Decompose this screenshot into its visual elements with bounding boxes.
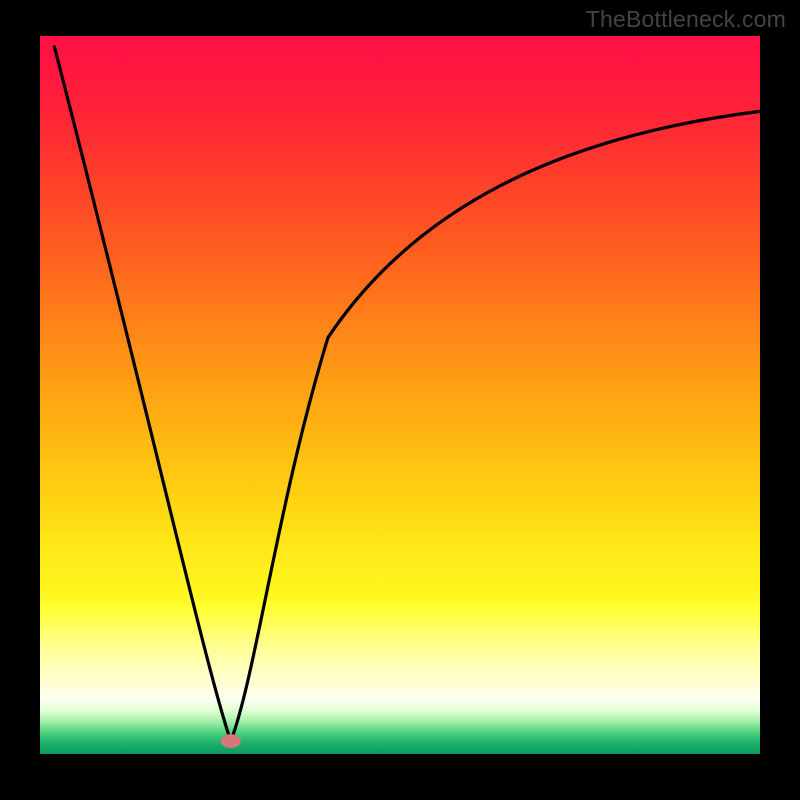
plot-area <box>40 36 760 754</box>
chart-frame: TheBottleneck.com <box>0 0 800 800</box>
gradient-background <box>40 36 760 754</box>
watermark-text: TheBottleneck.com <box>586 6 786 33</box>
minimum-marker <box>221 734 241 748</box>
plot-svg <box>40 36 760 754</box>
